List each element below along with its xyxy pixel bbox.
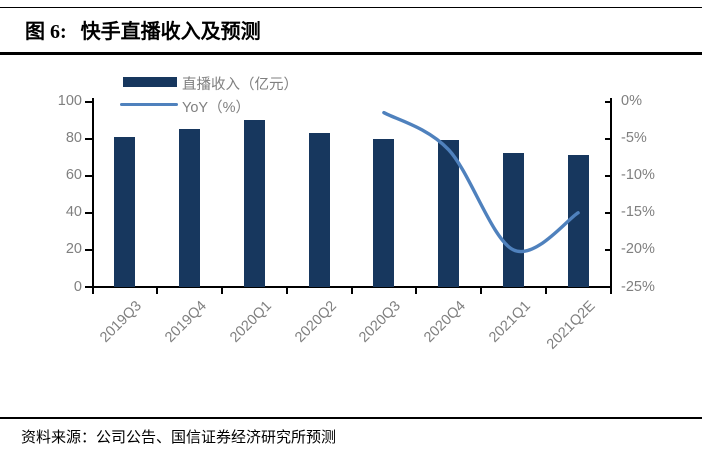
x-axis-label: 2021Q2E <box>543 298 599 353</box>
y-axis-tick <box>84 137 93 140</box>
y2-axis-tick-label: 0% <box>621 93 642 109</box>
top-divider <box>0 7 702 8</box>
y2-axis-tick-label: -5% <box>621 130 647 147</box>
y-axis-tick-label: 80 <box>65 130 82 147</box>
x-axis-tick <box>544 287 547 294</box>
figure-number: 图 6: <box>25 21 67 43</box>
bar-2019Q3 <box>114 136 136 287</box>
x-axis-tick <box>91 287 94 294</box>
x-axis-label: 2020Q4 <box>421 298 469 346</box>
y-axis-tick <box>84 286 93 288</box>
y-axis-left <box>91 98 94 288</box>
figure-title: 图 6: 快手直播收入及预测 <box>25 15 261 44</box>
legend-line-swatch <box>120 103 178 107</box>
x-axis-label: 2020Q3 <box>356 298 405 346</box>
x-axis-label: 2020Q2 <box>291 298 340 346</box>
y2-axis-tick-label: -10% <box>621 167 655 184</box>
y-axis-tick <box>84 174 93 177</box>
bar-2019Q4 <box>179 129 201 287</box>
x-axis-tick <box>221 287 223 294</box>
y2-axis-tick-label: -25% <box>621 278 655 295</box>
legend-bar-label: 直播收入（亿元） <box>182 77 298 93</box>
x-axis-tick <box>350 287 353 294</box>
y2-axis-tick-label: -15% <box>621 204 655 221</box>
source-note: 资料来源：公司公告、国信证券经济研究所预测 <box>21 430 337 446</box>
y-axis-tick <box>84 100 93 103</box>
bar-2020Q4 <box>438 140 460 287</box>
x-axis-tick <box>415 287 418 294</box>
legend-line-label: YoY（%） <box>182 100 250 116</box>
y-axis-tick-label: 20 <box>65 241 82 258</box>
x-axis-tick <box>285 287 288 294</box>
y2-axis-tick <box>604 174 611 177</box>
bar-2020Q1 <box>243 120 265 287</box>
x-axis-label: 2019Q3 <box>97 298 146 346</box>
x-axis-label: 2019Q4 <box>162 298 210 346</box>
y-axis-tick-label: 100 <box>57 93 82 109</box>
x-axis-tick <box>609 287 612 294</box>
yoy-line <box>382 110 580 254</box>
figure-title-text: 快手直播收入及预测 <box>80 21 261 43</box>
y-axis-tick-label: 60 <box>65 167 82 184</box>
legend-bar-swatch <box>123 77 177 87</box>
y-axis-right <box>609 98 612 288</box>
x-axis-label: 2021Q1 <box>485 298 534 346</box>
bar-2020Q2 <box>308 133 330 287</box>
y2-axis-tick-label: -20% <box>621 241 655 258</box>
x-axis-label: 2020Q1 <box>226 298 275 346</box>
bar-2020Q3 <box>373 138 395 287</box>
y-axis-tick <box>84 248 93 251</box>
y2-axis-tick <box>604 137 611 140</box>
y-axis-tick-label: 0 <box>73 278 82 295</box>
y2-axis-tick <box>604 211 611 214</box>
y2-axis-tick <box>604 286 611 288</box>
bar-2021Q2E <box>567 155 589 287</box>
title-divider <box>0 52 702 55</box>
x-axis-tick <box>156 287 159 294</box>
bar-2021Q1 <box>502 152 524 287</box>
y-axis-tick-label: 40 <box>65 204 82 221</box>
x-axis-tick <box>480 287 482 294</box>
y-axis-tick <box>84 211 93 214</box>
footer-divider <box>0 417 702 419</box>
y2-axis-tick <box>604 100 611 103</box>
x-axis <box>91 285 612 289</box>
y2-axis-tick <box>604 248 611 251</box>
